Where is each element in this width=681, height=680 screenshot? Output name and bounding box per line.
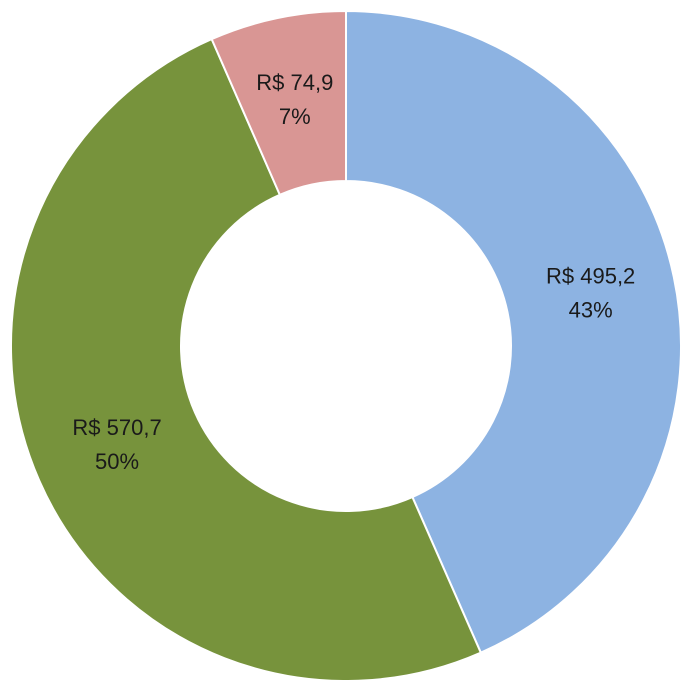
- value-label: R$ 74,9: [256, 70, 333, 95]
- value-label: R$ 570,7: [72, 415, 161, 440]
- donut-slice: [210, 9, 347, 197]
- value-label: R$ 495,2: [546, 263, 635, 288]
- percentage-label: 7%: [279, 104, 311, 129]
- donut-slice: [345, 9, 681, 654]
- percentage-label: 43%: [569, 297, 613, 322]
- percentage-label: 50%: [95, 449, 139, 474]
- donut-slice: [10, 37, 483, 680]
